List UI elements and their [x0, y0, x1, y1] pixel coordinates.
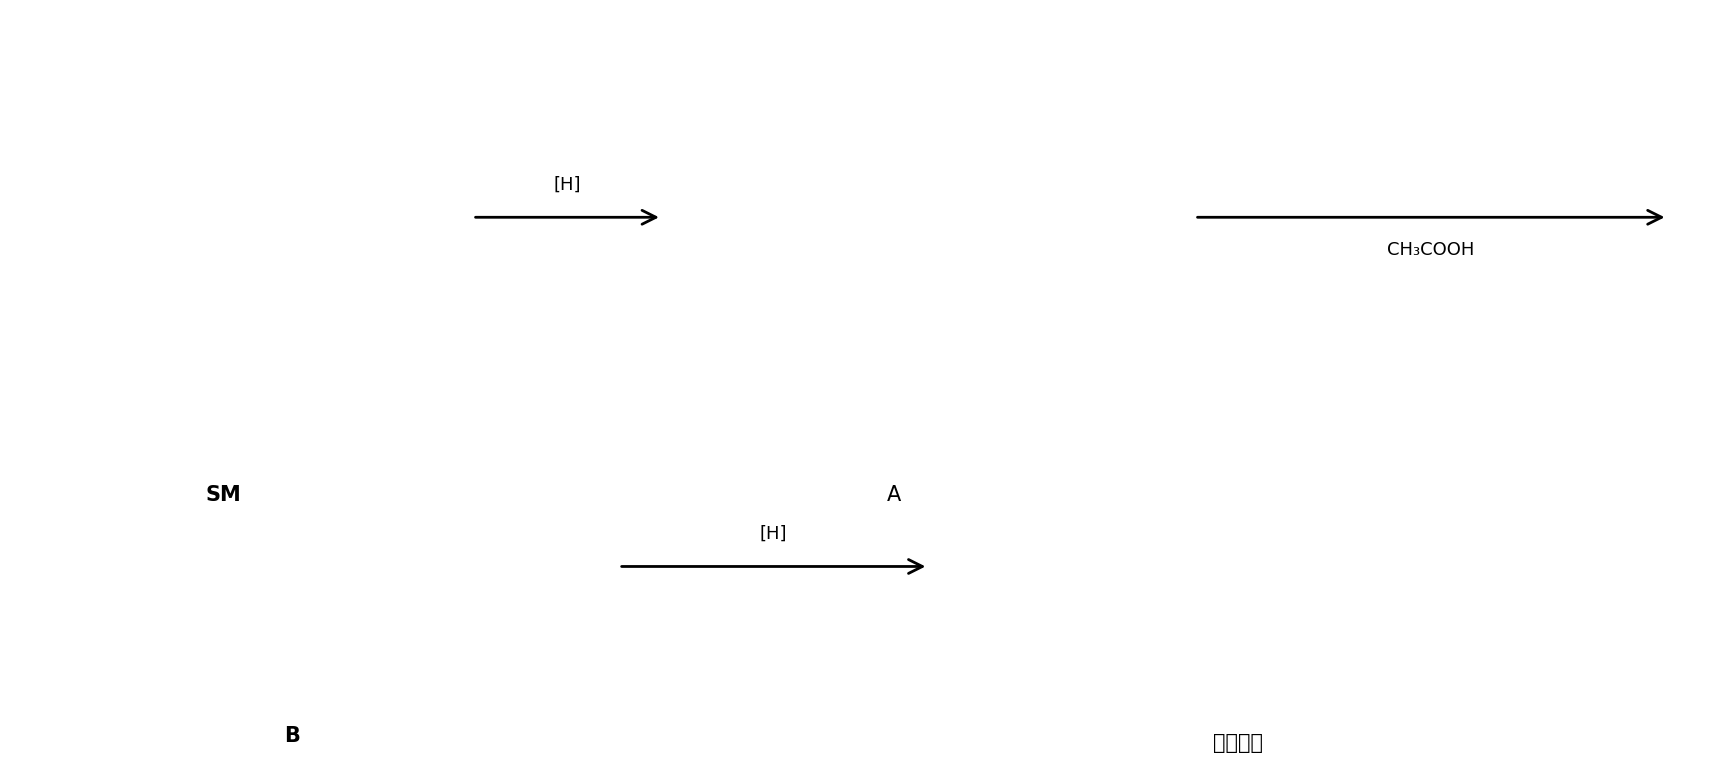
Text: SM: SM	[206, 485, 241, 505]
Text: CH₃COOH: CH₃COOH	[1387, 241, 1475, 258]
Text: B: B	[284, 726, 301, 746]
Text: [H]: [H]	[554, 176, 581, 194]
Text: A: A	[887, 485, 901, 505]
Text: 啉咀布芬: 啉咀布芬	[1212, 733, 1263, 753]
Text: [H]: [H]	[760, 525, 787, 543]
